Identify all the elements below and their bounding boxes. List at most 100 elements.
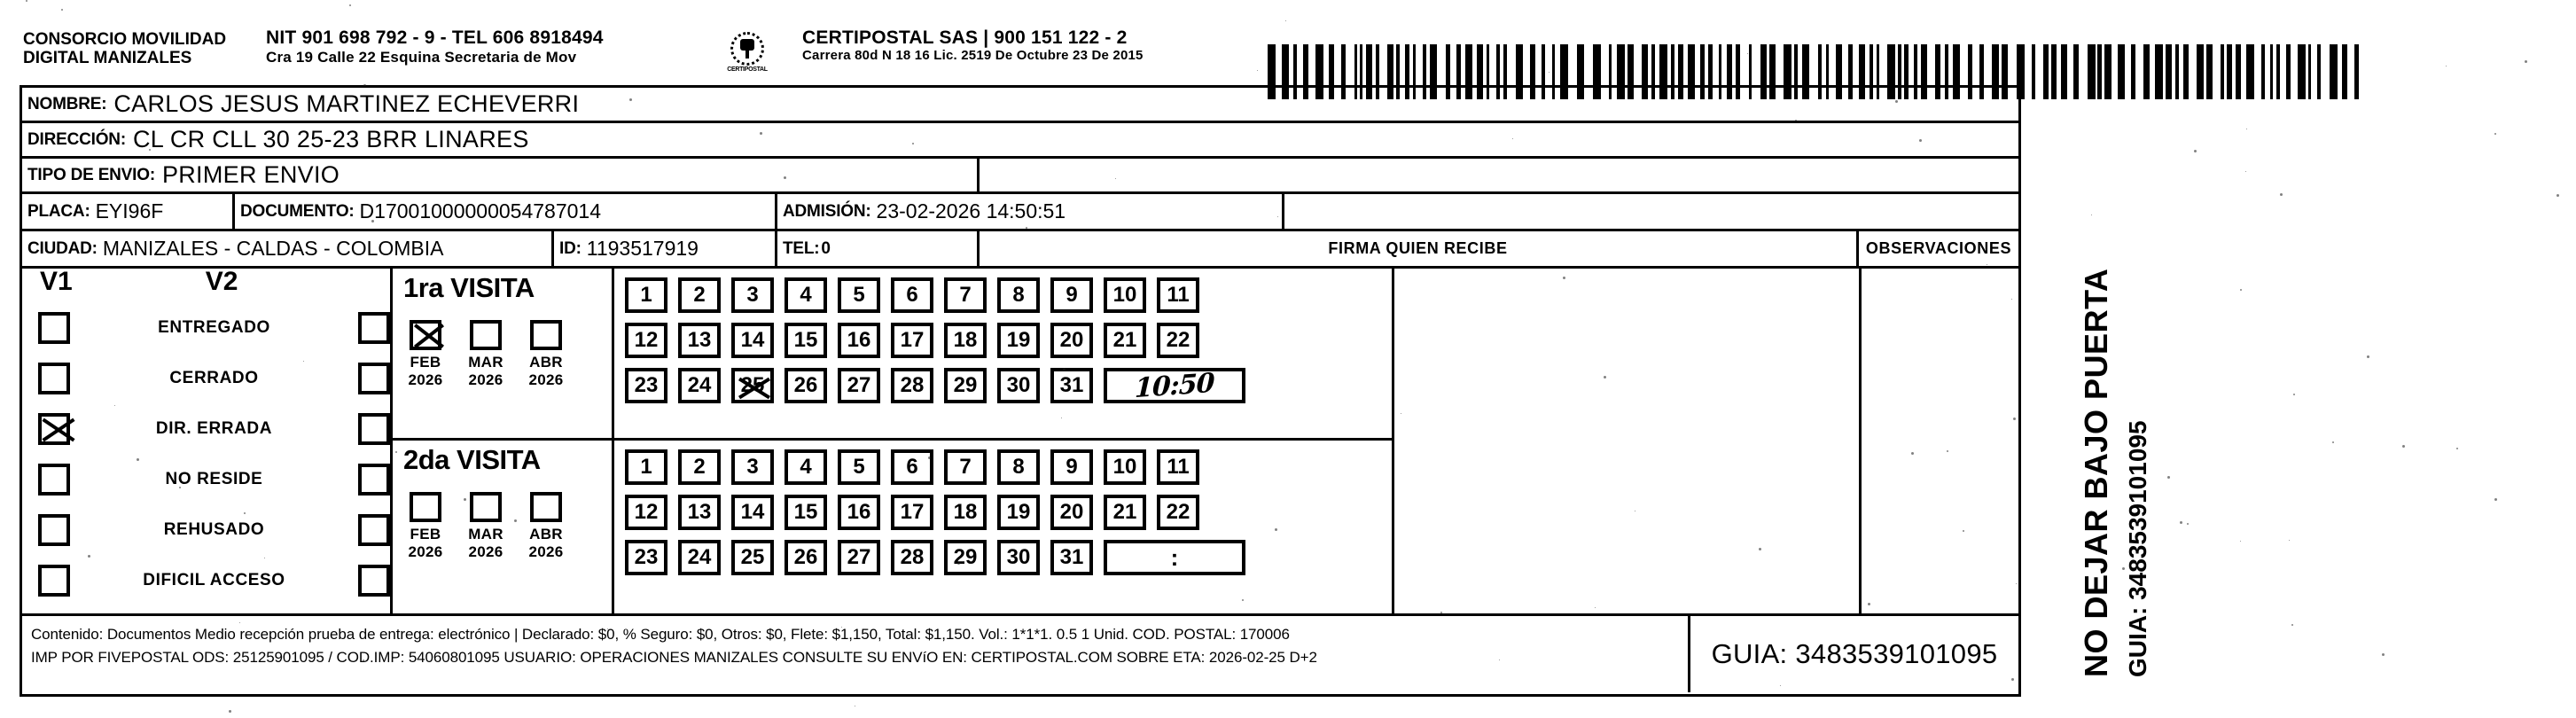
day-checkbox-12[interactable]: 12 bbox=[625, 323, 667, 358]
v2-checkbox-no-reside[interactable] bbox=[358, 463, 390, 496]
reason-row: ENTREGADO bbox=[22, 302, 390, 353]
v1-checkbox-rehusado[interactable] bbox=[38, 513, 70, 546]
day-checkbox-15[interactable]: 15 bbox=[785, 323, 827, 358]
day-checkbox-18[interactable]: 18 bbox=[944, 495, 987, 530]
day-checkbox-21[interactable]: 21 bbox=[1104, 495, 1146, 530]
day-checkbox-29[interactable]: 29 bbox=[944, 368, 987, 403]
day-checkbox-29[interactable]: 29 bbox=[944, 540, 987, 575]
day-checkbox-16[interactable]: 16 bbox=[838, 495, 880, 530]
day-checkbox-20[interactable]: 20 bbox=[1050, 495, 1093, 530]
visit-time-box[interactable]: : bbox=[1104, 540, 1245, 575]
day-checkbox-9[interactable]: 9 bbox=[1050, 449, 1093, 485]
day-checkbox-17[interactable]: 17 bbox=[891, 495, 933, 530]
day-checkbox-7[interactable]: 7 bbox=[944, 449, 987, 485]
day-checkbox-8[interactable]: 8 bbox=[997, 449, 1040, 485]
day-checkbox-22[interactable]: 22 bbox=[1157, 495, 1199, 530]
v1-checkbox-dir-errada[interactable] bbox=[38, 412, 70, 445]
scan-speckle bbox=[2013, 418, 2016, 420]
day-checkbox-11[interactable]: 11 bbox=[1157, 449, 1199, 485]
day-checkbox-4[interactable]: 4 bbox=[785, 449, 827, 485]
scan-speckle bbox=[1795, 120, 1797, 121]
day-checkbox-25[interactable]: 25 bbox=[731, 540, 774, 575]
day-checkbox-6[interactable]: 6 bbox=[891, 277, 933, 313]
visit-time-box[interactable]: 10:50 bbox=[1104, 367, 1245, 404]
tel-cell: TEL: 0 bbox=[777, 231, 980, 266]
day-checkbox-30[interactable]: 30 bbox=[997, 368, 1040, 403]
day-checkbox-14[interactable]: 14 bbox=[731, 495, 774, 530]
day-checkbox-17[interactable]: 17 bbox=[891, 323, 933, 358]
day-checkbox-1[interactable]: 1 bbox=[625, 277, 667, 313]
day-checkbox-19[interactable]: 19 bbox=[997, 323, 1040, 358]
day-checkbox-12[interactable]: 12 bbox=[625, 495, 667, 530]
day-checkbox-14[interactable]: 14 bbox=[731, 323, 774, 358]
day-checkbox-24[interactable]: 24 bbox=[678, 540, 721, 575]
day-checkbox-3[interactable]: 3 bbox=[731, 277, 774, 313]
scan-speckle bbox=[1549, 72, 1550, 73]
day-checkbox-30[interactable]: 30 bbox=[997, 540, 1040, 575]
day-checkbox-31[interactable]: 31 bbox=[1050, 540, 1093, 575]
scan-speckle bbox=[554, 383, 555, 384]
day-checkbox-28[interactable]: 28 bbox=[891, 540, 933, 575]
day-checkbox-27[interactable]: 27 bbox=[838, 368, 880, 403]
firma-quien-recibe-header: FIRMA QUIEN RECIBE bbox=[980, 231, 1859, 266]
day-checkbox-11[interactable]: 11 bbox=[1157, 277, 1199, 313]
day-checkbox-16[interactable]: 16 bbox=[838, 323, 880, 358]
scan-speckle bbox=[1563, 277, 1565, 279]
v2-checkbox-dir-errada[interactable] bbox=[358, 412, 390, 445]
day-checkbox-23[interactable]: 23 bbox=[625, 540, 667, 575]
v1-checkbox-dificil-acceso[interactable] bbox=[38, 564, 70, 597]
scan-speckle bbox=[2187, 523, 2189, 525]
day-checkbox-5[interactable]: 5 bbox=[838, 449, 880, 485]
observaciones-box[interactable] bbox=[1859, 269, 2018, 613]
day-checkbox-7[interactable]: 7 bbox=[944, 277, 987, 313]
firma-area-mid[interactable] bbox=[1284, 194, 2018, 229]
day-checkbox-5[interactable]: 5 bbox=[838, 277, 880, 313]
day-checkbox-26[interactable]: 26 bbox=[785, 540, 827, 575]
day-checkbox-9[interactable]: 9 bbox=[1050, 277, 1093, 313]
day-checkbox-22[interactable]: 22 bbox=[1157, 323, 1199, 358]
scan-speckle bbox=[1595, 607, 1596, 608]
day-checkbox-23[interactable]: 23 bbox=[625, 368, 667, 403]
day-checkbox-31[interactable]: 31 bbox=[1050, 368, 1093, 403]
day-checkbox-13[interactable]: 13 bbox=[678, 495, 721, 530]
month-checkbox-feb[interactable] bbox=[410, 492, 441, 522]
day-checkbox-21[interactable]: 21 bbox=[1104, 323, 1146, 358]
day-checkbox-2[interactable]: 2 bbox=[678, 449, 721, 485]
month-checkbox-mar[interactable] bbox=[470, 492, 502, 522]
v1-checkbox-entregado[interactable] bbox=[38, 311, 70, 344]
v2-checkbox-entregado[interactable] bbox=[358, 311, 390, 344]
day-checkbox-10[interactable]: 10 bbox=[1104, 449, 1146, 485]
day-checkbox-10[interactable]: 10 bbox=[1104, 277, 1146, 313]
day-checkbox-18[interactable]: 18 bbox=[944, 323, 987, 358]
month-checkbox-mar[interactable] bbox=[470, 320, 502, 350]
scan-speckle bbox=[1895, 100, 1898, 103]
day-checkbox-24[interactable]: 24 bbox=[678, 368, 721, 403]
day-checkbox-1[interactable]: 1 bbox=[625, 449, 667, 485]
day-checkbox-19[interactable]: 19 bbox=[997, 495, 1040, 530]
day-checkbox-27[interactable]: 27 bbox=[838, 540, 880, 575]
v2-checkbox-dificil-acceso[interactable] bbox=[358, 564, 390, 597]
day-checkbox-25[interactable]: 25 bbox=[731, 368, 774, 403]
v1-checkbox-no-reside[interactable] bbox=[38, 463, 70, 496]
no-dejar-bajo-puerta-notice: NO DEJAR BAJO PUERTA bbox=[2078, 268, 2114, 677]
day-checkbox-20[interactable]: 20 bbox=[1050, 323, 1093, 358]
month-checkbox-abr[interactable] bbox=[530, 320, 562, 350]
firma-area-top[interactable] bbox=[980, 159, 2018, 191]
day-checkbox-2[interactable]: 2 bbox=[678, 277, 721, 313]
v1-checkbox-cerrado[interactable] bbox=[38, 362, 70, 394]
v2-checkbox-cerrado[interactable] bbox=[358, 362, 390, 394]
consorcio-line-1: CONSORCIO MOVILIDAD bbox=[23, 30, 227, 49]
month-checkbox-abr[interactable] bbox=[530, 492, 562, 522]
day-checkbox-3[interactable]: 3 bbox=[731, 449, 774, 485]
scan-speckle bbox=[1911, 452, 1914, 455]
day-checkbox-8[interactable]: 8 bbox=[997, 277, 1040, 313]
day-checkbox-26[interactable]: 26 bbox=[785, 368, 827, 403]
month-checkbox-feb[interactable] bbox=[410, 320, 441, 350]
day-checkbox-13[interactable]: 13 bbox=[678, 323, 721, 358]
v2-checkbox-rehusado[interactable] bbox=[358, 513, 390, 546]
day-checkbox-6[interactable]: 6 bbox=[891, 449, 933, 485]
firma-signature-box[interactable] bbox=[1394, 269, 1859, 613]
day-checkbox-15[interactable]: 15 bbox=[785, 495, 827, 530]
day-checkbox-4[interactable]: 4 bbox=[785, 277, 827, 313]
day-checkbox-28[interactable]: 28 bbox=[891, 368, 933, 403]
